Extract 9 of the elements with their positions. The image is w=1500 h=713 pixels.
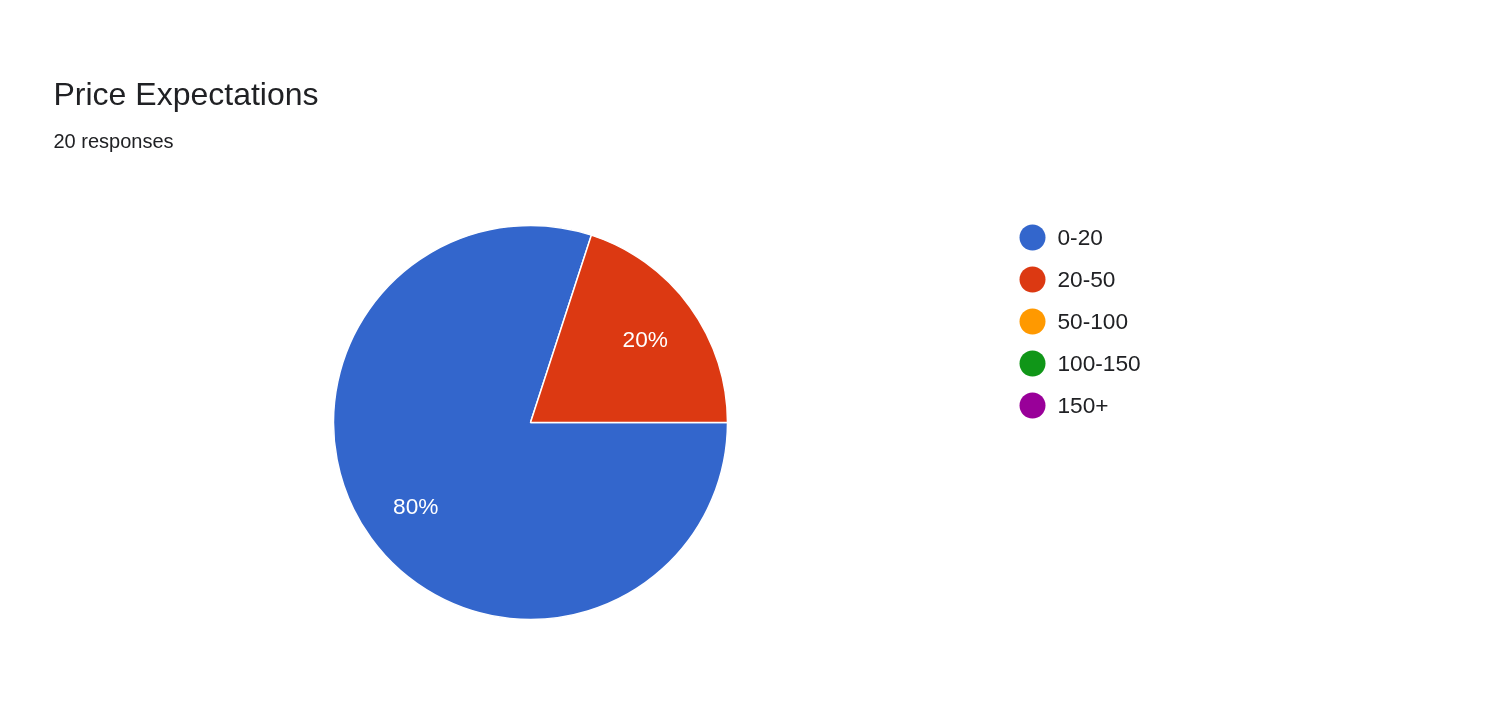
legend-label: 150+ (1057, 392, 1109, 418)
data-label: 80% (393, 492, 439, 519)
chart-title: Price Expectations (53, 75, 319, 112)
legend-label: 50-100 (1057, 308, 1129, 334)
data-label: 20% (622, 326, 668, 353)
legend-label: 0-20 (1057, 224, 1103, 250)
legend-label: 20-50 (1057, 266, 1116, 292)
text: 20 responses (53, 129, 174, 152)
legend-label: 100-150 (1057, 350, 1141, 376)
